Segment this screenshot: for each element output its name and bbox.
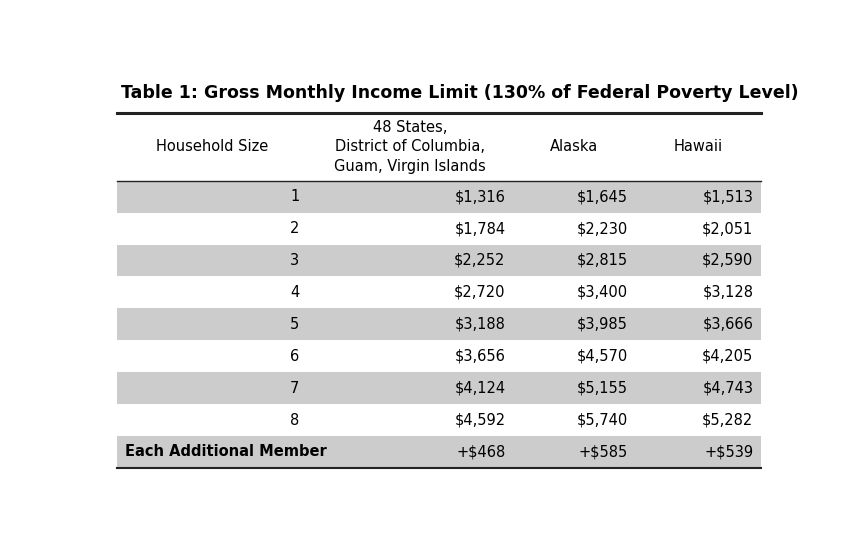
Text: Table 1: Gross Monthly Income Limit (130% of Federal Poverty Level): Table 1: Gross Monthly Income Limit (130… (121, 84, 799, 102)
Text: $2,815: $2,815 (577, 253, 628, 268)
Text: 4: 4 (291, 285, 299, 300)
Text: +$539: +$539 (704, 445, 753, 460)
Text: 7: 7 (290, 381, 299, 396)
Text: $5,740: $5,740 (577, 412, 628, 427)
Text: 1: 1 (291, 189, 299, 204)
Text: $1,784: $1,784 (454, 221, 506, 236)
Text: +$468: +$468 (456, 445, 506, 460)
Bar (117, 308, 761, 340)
Text: Alaska: Alaska (550, 139, 598, 154)
Text: $2,051: $2,051 (702, 221, 753, 236)
Text: $1,316: $1,316 (455, 189, 506, 204)
Bar (117, 436, 761, 468)
Text: $5,155: $5,155 (577, 381, 628, 396)
Text: $4,743: $4,743 (703, 381, 753, 396)
Text: $4,205: $4,205 (702, 349, 753, 364)
Text: $3,656: $3,656 (455, 349, 506, 364)
Text: $4,592: $4,592 (454, 412, 506, 427)
Text: 8: 8 (291, 412, 299, 427)
Text: $3,400: $3,400 (577, 285, 628, 300)
Bar (117, 213, 761, 244)
Text: 48 States,
District of Columbia,
Guam, Virgin Islands: 48 States, District of Columbia, Guam, V… (334, 120, 486, 174)
Text: 6: 6 (291, 349, 299, 364)
Text: $1,513: $1,513 (703, 189, 753, 204)
Text: Household Size: Household Size (156, 139, 268, 154)
Text: Hawaii: Hawaii (674, 139, 723, 154)
Bar (117, 340, 761, 372)
Text: $2,590: $2,590 (702, 253, 753, 268)
Text: $2,230: $2,230 (577, 221, 628, 236)
Text: +$585: +$585 (578, 445, 628, 460)
Text: $2,252: $2,252 (454, 253, 506, 268)
Text: 2: 2 (290, 221, 299, 236)
Bar (117, 181, 761, 213)
Text: Each Additional Member: Each Additional Member (125, 445, 327, 460)
Text: 3: 3 (291, 253, 299, 268)
Text: $3,188: $3,188 (455, 317, 506, 332)
Text: $3,666: $3,666 (703, 317, 753, 332)
Text: $4,570: $4,570 (577, 349, 628, 364)
Bar (117, 372, 761, 404)
Text: $1,645: $1,645 (577, 189, 628, 204)
Text: $3,985: $3,985 (577, 317, 628, 332)
Bar (117, 404, 761, 436)
Text: $2,720: $2,720 (454, 285, 506, 300)
Bar (117, 277, 761, 308)
Text: 5: 5 (291, 317, 299, 332)
Text: $5,282: $5,282 (702, 412, 753, 427)
Bar (117, 244, 761, 277)
Text: $3,128: $3,128 (703, 285, 753, 300)
Bar (117, 113, 761, 181)
Text: $4,124: $4,124 (454, 381, 506, 396)
